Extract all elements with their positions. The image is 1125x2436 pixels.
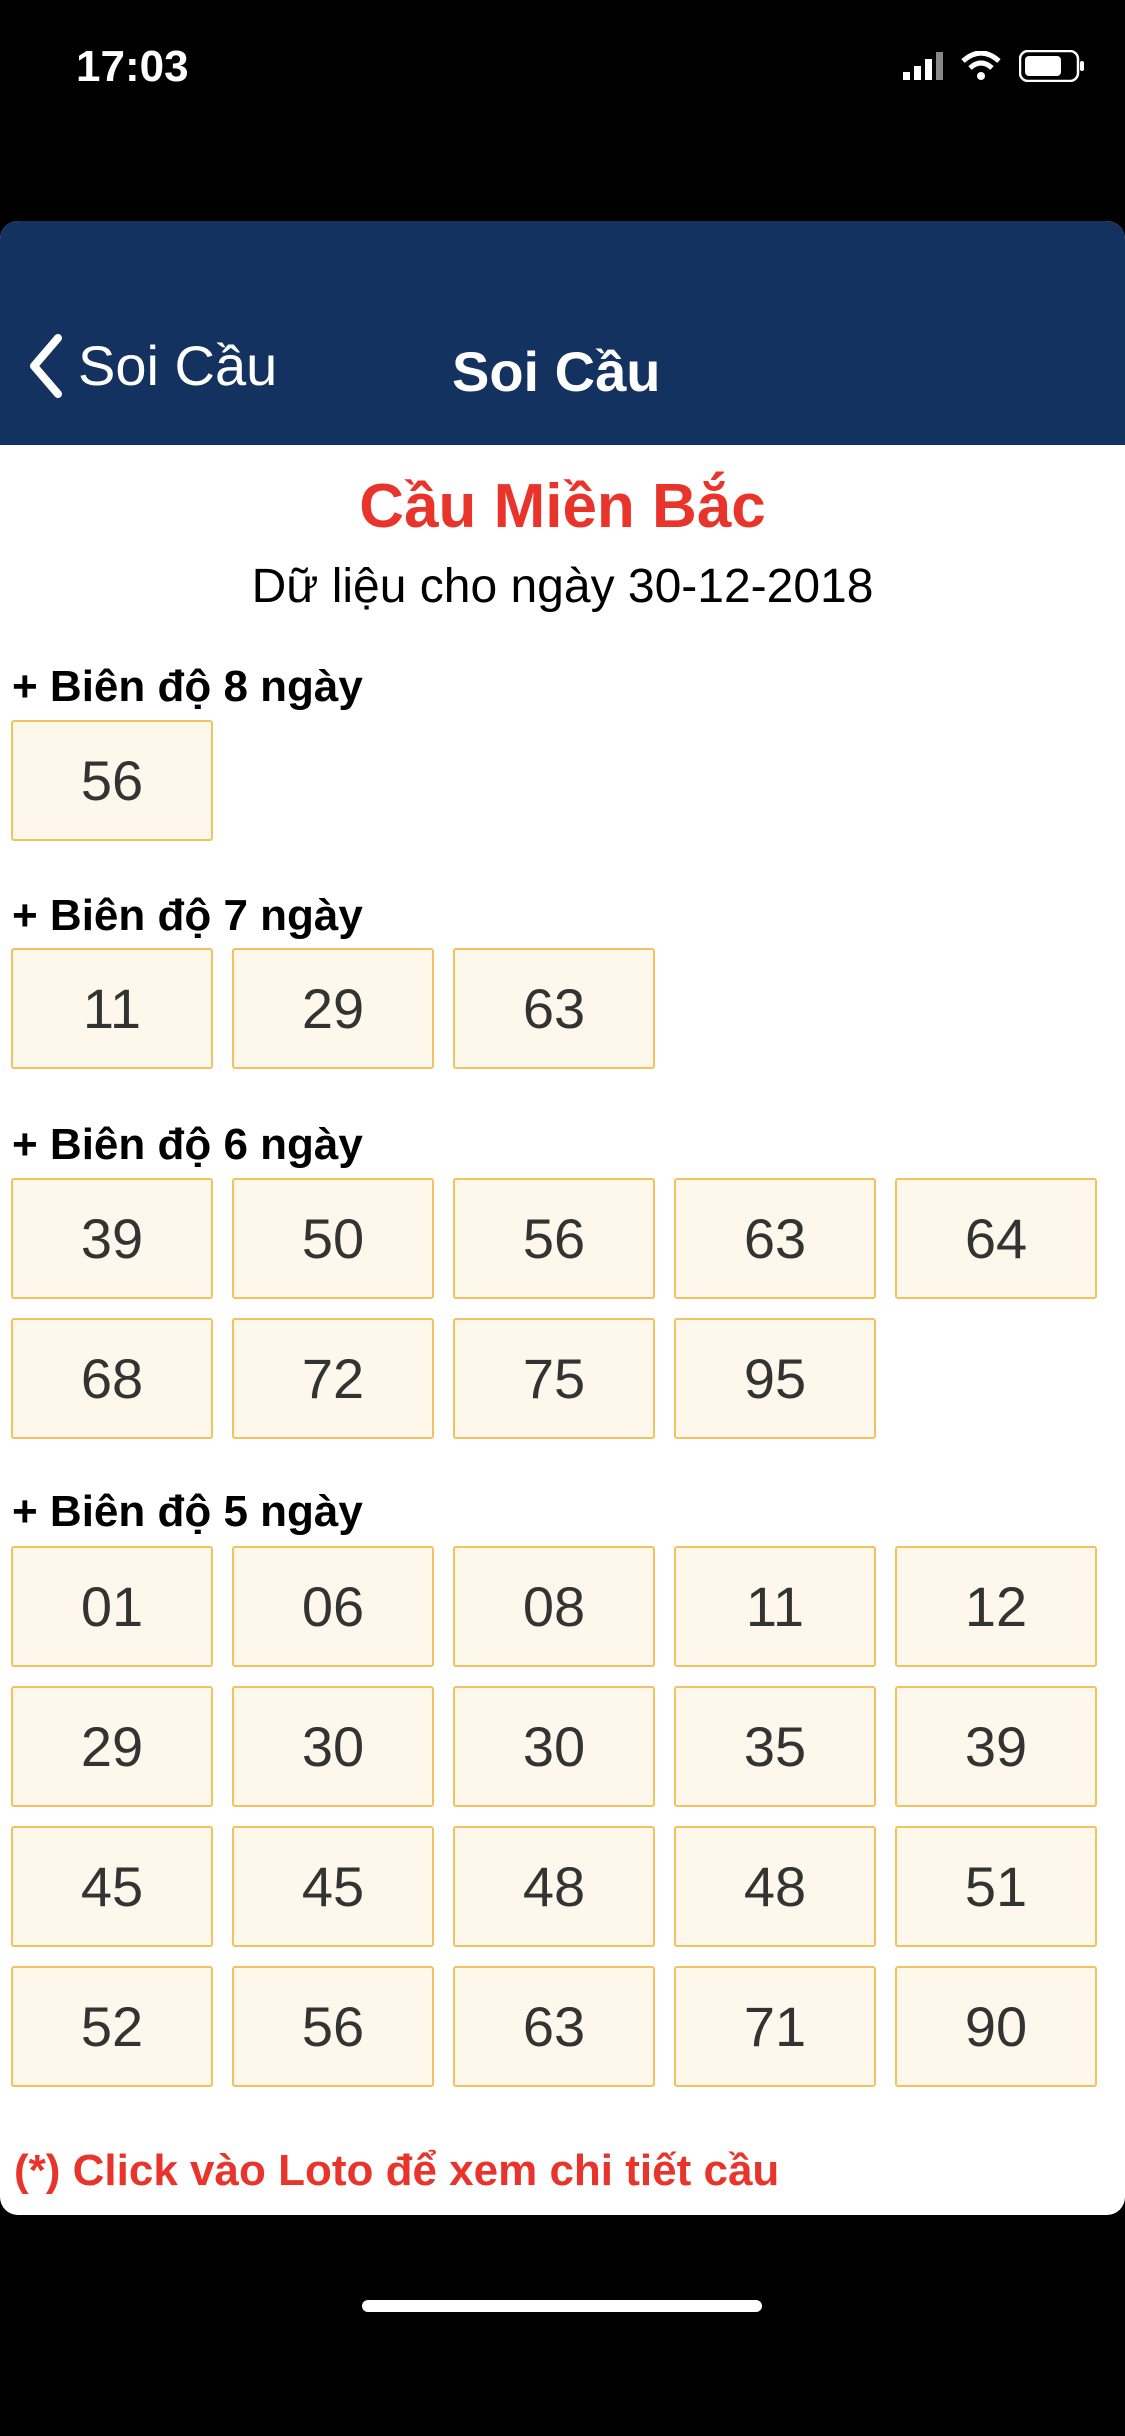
- page-subtitle: Dữ liệu cho ngày 30-12-2018: [251, 560, 874, 613]
- nav-title: Soi Cầu: [452, 340, 661, 403]
- nav-bar: Soi Cầu Soi Cầu: [0, 221, 1125, 445]
- app-panel: Soi Cầu Soi Cầu Cầu Miền Bắc Dữ liệu cho…: [0, 221, 1125, 2215]
- home-indicator[interactable]: [362, 2300, 762, 2312]
- loto-number-button[interactable]: 68: [11, 1318, 213, 1439]
- loto-number-button[interactable]: 56: [232, 1966, 434, 2087]
- battery-icon: [1019, 50, 1084, 82]
- status-bar: 17:03: [0, 0, 1125, 140]
- loto-number-button[interactable]: 39: [11, 1178, 213, 1299]
- loto-number-button[interactable]: 30: [232, 1686, 434, 1807]
- loto-number-button[interactable]: 95: [674, 1318, 876, 1439]
- loto-number-button[interactable]: 63: [674, 1178, 876, 1299]
- back-label: Soi Cầu: [78, 334, 278, 397]
- loto-number-button[interactable]: 12: [895, 1546, 1097, 1667]
- loto-grid: 11 29 63: [11, 948, 1097, 1069]
- section-label: + Biên độ 5 ngày: [12, 1487, 363, 1536]
- page-title: Cầu Miền Bắc: [359, 472, 766, 541]
- footer-note: (*) Click vào Loto để xem chi tiết cầu: [14, 2146, 780, 2195]
- loto-number-button[interactable]: 35: [674, 1686, 876, 1807]
- section-label: + Biên độ 6 ngày: [12, 1120, 363, 1169]
- loto-number-button[interactable]: 72: [232, 1318, 434, 1439]
- loto-number-button[interactable]: 11: [11, 948, 213, 1069]
- loto-number-button[interactable]: 75: [453, 1318, 655, 1439]
- loto-number-button[interactable]: 63: [453, 948, 655, 1069]
- loto-number-button[interactable]: 01: [11, 1546, 213, 1667]
- loto-number-button[interactable]: 63: [453, 1966, 655, 2087]
- loto-number-button[interactable]: 56: [453, 1178, 655, 1299]
- loto-number-button[interactable]: 90: [895, 1966, 1097, 2087]
- loto-number-button[interactable]: 56: [11, 720, 213, 841]
- loto-number-button[interactable]: 06: [232, 1546, 434, 1667]
- loto-number-button[interactable]: 64: [895, 1178, 1097, 1299]
- loto-number-button[interactable]: 48: [674, 1826, 876, 1947]
- loto-number-button[interactable]: 30: [453, 1686, 655, 1807]
- cellular-signal-icon: [903, 52, 943, 80]
- loto-number-button[interactable]: 29: [11, 1686, 213, 1807]
- loto-number-button[interactable]: 45: [11, 1826, 213, 1947]
- loto-number-button[interactable]: 39: [895, 1686, 1097, 1807]
- loto-number-button[interactable]: 08: [453, 1546, 655, 1667]
- loto-number-button[interactable]: 51: [895, 1826, 1097, 1947]
- loto-number-button[interactable]: 45: [232, 1826, 434, 1947]
- loto-grid: 56: [11, 720, 1097, 841]
- section-label: + Biên độ 8 ngày: [12, 662, 363, 711]
- back-button[interactable]: Soi Cầu: [28, 333, 277, 398]
- section-label: + Biên độ 7 ngày: [12, 891, 363, 940]
- loto-grid: 39 50 56 63 64 68 72 75 95: [11, 1178, 1097, 1439]
- loto-number-button[interactable]: 29: [232, 948, 434, 1069]
- wifi-icon: [961, 51, 1001, 80]
- loto-grid: 01 06 08 11 12 29 30 30 35 39 45 45 48 48 51 52 56 63 71 90: [11, 1546, 1097, 2087]
- loto-number-button[interactable]: 11: [674, 1546, 876, 1667]
- loto-number-button[interactable]: 50: [232, 1178, 434, 1299]
- loto-number-button[interactable]: 71: [674, 1966, 876, 2087]
- loto-number-button[interactable]: 48: [453, 1826, 655, 1947]
- chevron-left-icon: [30, 333, 62, 398]
- status-time: 17:03: [76, 42, 189, 91]
- loto-number-button[interactable]: 52: [11, 1966, 213, 2087]
